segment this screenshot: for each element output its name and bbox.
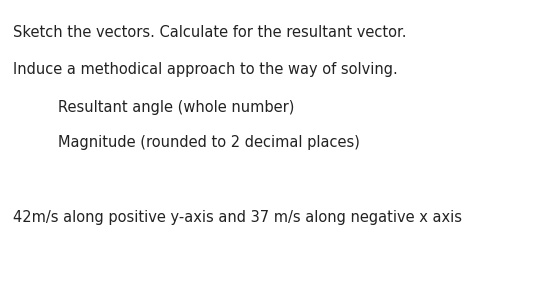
Text: 42m/s along positive y-axis and 37 m/s along negative x axis: 42m/s along positive y-axis and 37 m/s a… xyxy=(13,210,462,225)
Text: Magnitude (rounded to 2 decimal places): Magnitude (rounded to 2 decimal places) xyxy=(58,135,360,150)
Text: Resultant angle (whole number): Resultant angle (whole number) xyxy=(58,100,295,115)
Text: Sketch the vectors. Calculate for the resultant vector.: Sketch the vectors. Calculate for the re… xyxy=(13,25,406,40)
Text: Induce a methodical approach to the way of solving.: Induce a methodical approach to the way … xyxy=(13,62,398,77)
